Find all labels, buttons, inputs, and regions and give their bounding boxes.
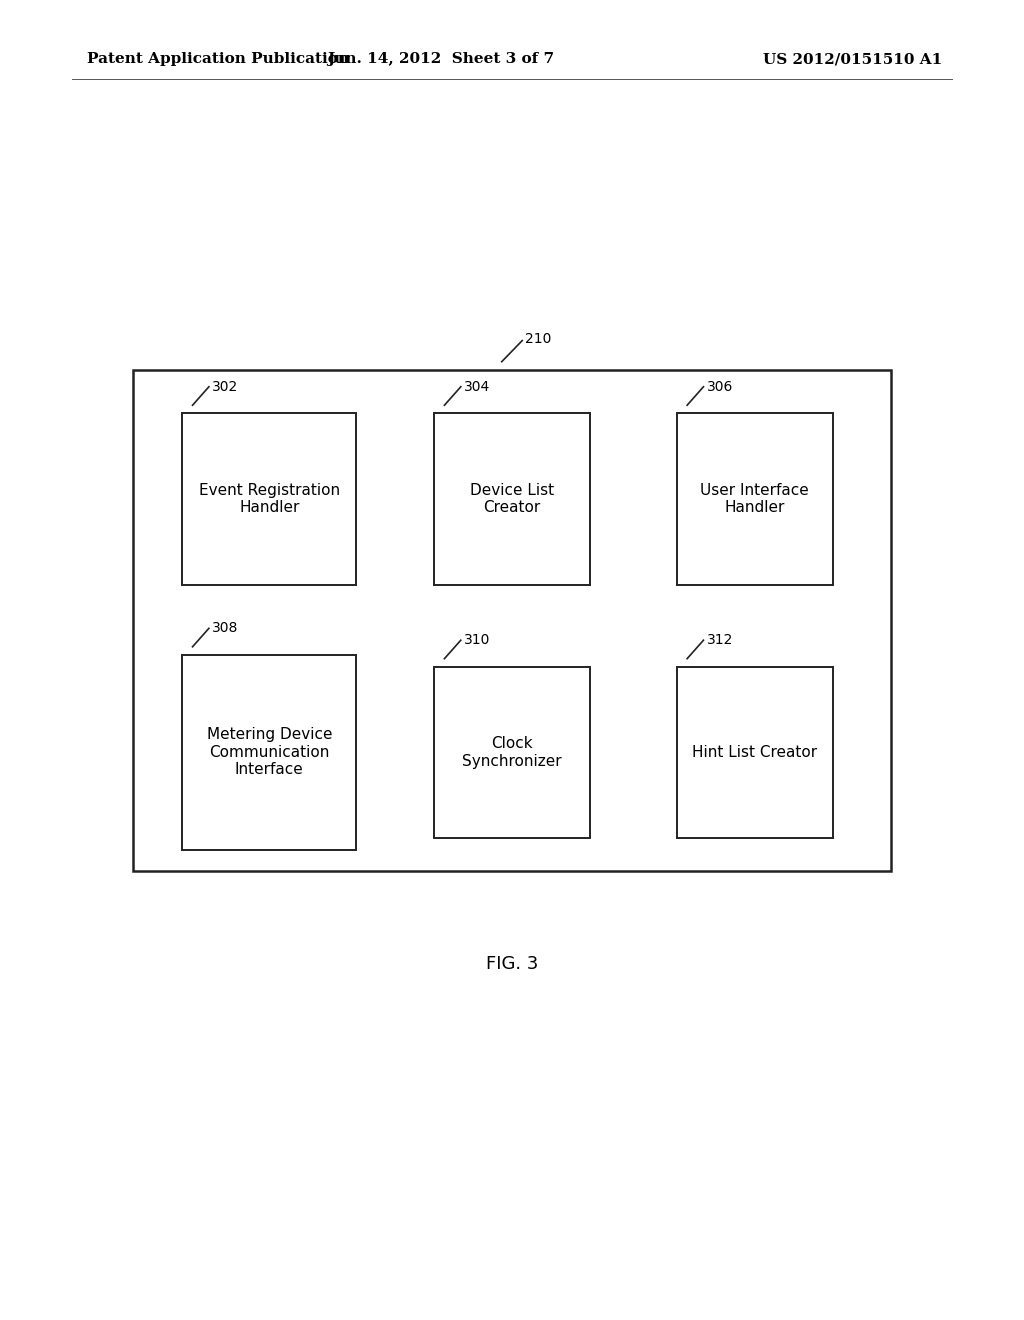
Text: Patent Application Publication: Patent Application Publication: [87, 53, 349, 66]
Text: Event Registration
Handler: Event Registration Handler: [199, 483, 340, 515]
Text: 304: 304: [464, 380, 490, 393]
Text: Jun. 14, 2012  Sheet 3 of 7: Jun. 14, 2012 Sheet 3 of 7: [327, 53, 554, 66]
Text: Device List
Creator: Device List Creator: [470, 483, 554, 515]
Text: 306: 306: [707, 380, 733, 393]
Bar: [434, 413, 590, 585]
Bar: [677, 667, 833, 838]
Text: Metering Device
Communication
Interface: Metering Device Communication Interface: [207, 727, 332, 777]
Bar: [133, 370, 891, 871]
Bar: [182, 413, 356, 585]
Text: User Interface
Handler: User Interface Handler: [700, 483, 809, 515]
Text: Hint List Creator: Hint List Creator: [692, 744, 817, 760]
Bar: [182, 655, 356, 850]
Text: 310: 310: [464, 634, 490, 647]
Text: 308: 308: [212, 622, 239, 635]
Text: 210: 210: [525, 333, 552, 346]
Text: US 2012/0151510 A1: US 2012/0151510 A1: [763, 53, 942, 66]
Bar: [434, 667, 590, 838]
Text: 312: 312: [707, 634, 733, 647]
Text: 302: 302: [212, 380, 239, 393]
Bar: [677, 413, 833, 585]
Text: FIG. 3: FIG. 3: [485, 954, 539, 973]
Text: Clock
Synchronizer: Clock Synchronizer: [462, 737, 562, 768]
